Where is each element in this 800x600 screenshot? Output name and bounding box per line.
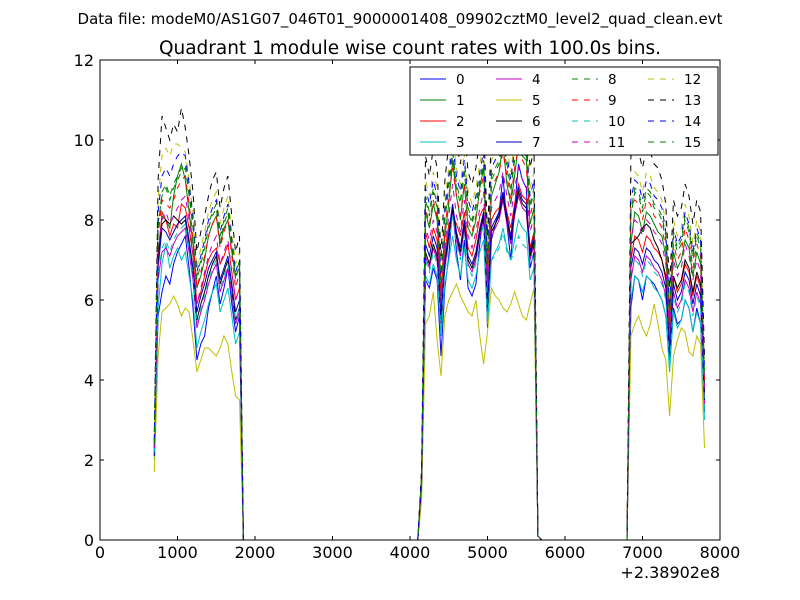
legend-label-11: 11 (608, 135, 625, 151)
series-line-8 (153, 135, 705, 541)
series-line-1 (153, 143, 705, 541)
series-line-15 (153, 131, 705, 541)
x-tick-label: 4000 (390, 543, 431, 562)
y-tick-label: 10 (74, 131, 94, 150)
x-tick-label: 7000 (622, 543, 663, 562)
series-line-12 (153, 115, 705, 541)
data-file-label: Data file: modeM0/AS1G07_046T01_90000014… (78, 10, 723, 29)
legend-label-9: 9 (608, 93, 617, 109)
series-line-5 (153, 282, 705, 541)
legend-label-7: 7 (532, 135, 541, 151)
y-tick-label: 8 (84, 211, 94, 230)
legend-label-12: 12 (684, 72, 701, 88)
x-offset-label: +2.38902e8 (620, 563, 720, 582)
x-tick-label: 3000 (312, 543, 353, 562)
x-tick-label: 1000 (157, 543, 198, 562)
y-tick-label: 12 (74, 51, 94, 70)
series-line-7 (153, 186, 705, 541)
legend-label-10: 10 (608, 114, 625, 130)
legend-label-14: 14 (684, 114, 701, 130)
legend-label-0: 0 (456, 72, 465, 88)
legend-label-2: 2 (456, 114, 465, 130)
x-tick-label: 8000 (700, 543, 741, 562)
legend-label-1: 1 (456, 93, 465, 109)
chart-title: Quadrant 1 module wise count rates with … (159, 38, 661, 59)
series-line-0 (153, 163, 705, 541)
legend-label-8: 8 (608, 72, 617, 88)
series-line-2 (153, 182, 705, 541)
series-line-9 (153, 146, 705, 541)
legend-frame (409, 66, 719, 156)
plot-frame (99, 59, 721, 541)
x-tick-labels: 0 1000 2000 3000 4000 5000 6000 7000 8000 (95, 543, 740, 562)
x-tick-label: 5000 (467, 543, 508, 562)
series-line-14 (153, 123, 705, 541)
series-line-11 (153, 166, 705, 541)
y-tick-label: 2 (84, 451, 94, 470)
legend-label-4: 4 (532, 72, 541, 88)
y-tick-label: 4 (84, 371, 94, 390)
y-tick-label: 0 (84, 531, 94, 550)
y-tick-labels: 0 2 4 6 8 10 12 (74, 51, 94, 550)
x-tick-label: 0 (95, 543, 105, 562)
legend-label-3: 3 (456, 135, 465, 151)
x-tick-label: 6000 (545, 543, 586, 562)
series-line-10 (153, 215, 705, 541)
legend-label-15: 15 (684, 135, 701, 151)
series-lines (153, 87, 705, 541)
legend-label-6: 6 (532, 114, 541, 130)
y-tick-label: 6 (84, 291, 94, 310)
legend-label-5: 5 (532, 93, 541, 109)
series-line-3 (153, 218, 705, 541)
legend-label-13: 13 (684, 93, 701, 109)
x-tick-label: 2000 (235, 543, 276, 562)
series-line-4 (153, 194, 705, 541)
series-line-6 (153, 190, 705, 541)
